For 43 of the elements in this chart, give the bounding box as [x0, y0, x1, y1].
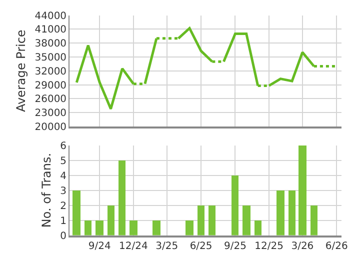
x-tick-label: 9/25	[224, 241, 246, 252]
y-tick-label: 3	[60, 186, 67, 197]
x-tick-label: 12/24	[119, 241, 148, 252]
bar	[288, 190, 296, 236]
y-tick-label: 23000	[34, 108, 67, 120]
bar	[208, 205, 216, 236]
y-tick-label: 35000	[34, 52, 67, 64]
x-tick-label: 3/25	[156, 241, 178, 252]
bar	[130, 220, 138, 236]
bar	[242, 205, 251, 236]
bar	[198, 205, 205, 236]
y-tick-label: 41000	[34, 24, 67, 36]
bar	[232, 175, 239, 236]
y-tick-label: 2	[60, 200, 67, 212]
y-tick-label: 1	[60, 216, 67, 227]
bar	[96, 220, 104, 236]
y-axis-title: No. of Trans.	[39, 152, 54, 228]
bar	[254, 220, 262, 236]
x-tick-label: 6/26	[325, 241, 348, 252]
y-tick-label: 4	[60, 170, 67, 182]
bar	[298, 145, 307, 236]
bar	[186, 220, 194, 236]
x-tick-label: 3/26	[291, 241, 314, 252]
x-tick-label: 12/25	[254, 241, 284, 252]
bar	[108, 205, 115, 236]
x-tick-label: 9/24	[88, 241, 111, 252]
y-tick-label: 5	[60, 156, 67, 167]
bar	[310, 205, 318, 236]
y-tick-label: 6	[60, 140, 67, 152]
bar	[118, 160, 126, 236]
y-axis-title: Average Price	[14, 30, 28, 112]
y-tick-label: 0	[60, 230, 67, 242]
y-tick-label: 38000	[34, 38, 67, 50]
y-tick-label: 26000	[34, 94, 67, 106]
y-tick-label: 29000	[34, 80, 67, 92]
bar	[84, 220, 92, 236]
bar	[152, 220, 161, 236]
bar	[72, 190, 81, 236]
bar	[276, 190, 285, 236]
y-tick-label: 32000	[34, 66, 67, 78]
y-tick-label: 44000	[34, 10, 67, 22]
y-tick-label: 20000	[34, 122, 67, 133]
x-tick-label: 6/25	[190, 241, 212, 252]
